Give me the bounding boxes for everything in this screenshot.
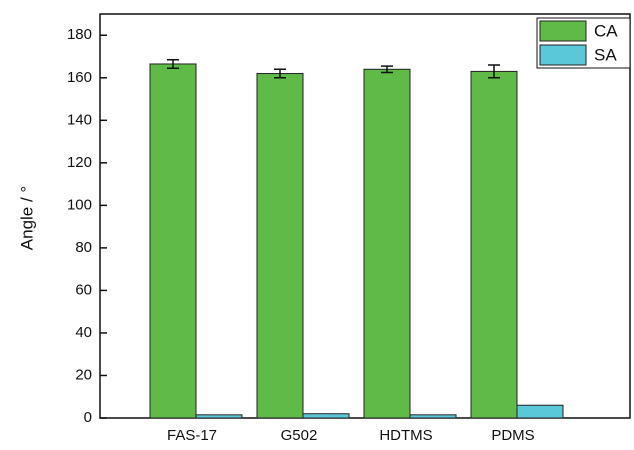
y-tick-label: 120 — [67, 154, 92, 171]
bar — [470, 70, 518, 419]
bar — [256, 73, 304, 419]
y-tick-label: 40 — [75, 324, 92, 341]
y-tick-label: 20 — [75, 366, 92, 383]
y-tick-label: 160 — [67, 69, 92, 86]
y-tick-label: 60 — [75, 281, 92, 298]
x-tick-label: PDMS — [491, 427, 534, 444]
y-tick-label: 140 — [67, 111, 92, 128]
bar — [149, 63, 197, 419]
x-tick-label: FAS-17 — [167, 427, 217, 444]
error-bar — [381, 65, 393, 74]
error-bar — [167, 58, 179, 69]
legend-swatch — [539, 44, 587, 66]
legend-label: CA — [594, 21, 618, 40]
bar — [363, 68, 411, 419]
legend-label: SA — [594, 45, 617, 64]
y-tick-label: 100 — [67, 196, 92, 213]
y-tick-label: 180 — [67, 26, 92, 43]
y-tick-label: 80 — [75, 239, 92, 256]
legend-swatch — [539, 20, 587, 42]
y-axis-title: Angle / ° — [17, 186, 36, 250]
bar — [516, 404, 564, 419]
error-bar — [274, 68, 286, 79]
x-tick-label: HDTMS — [379, 427, 432, 444]
y-tick-label: 0 — [84, 409, 92, 426]
bar — [409, 414, 457, 419]
bar — [302, 413, 350, 419]
bar — [195, 414, 243, 419]
error-bar — [488, 64, 500, 79]
x-tick-label: G502 — [281, 427, 318, 444]
